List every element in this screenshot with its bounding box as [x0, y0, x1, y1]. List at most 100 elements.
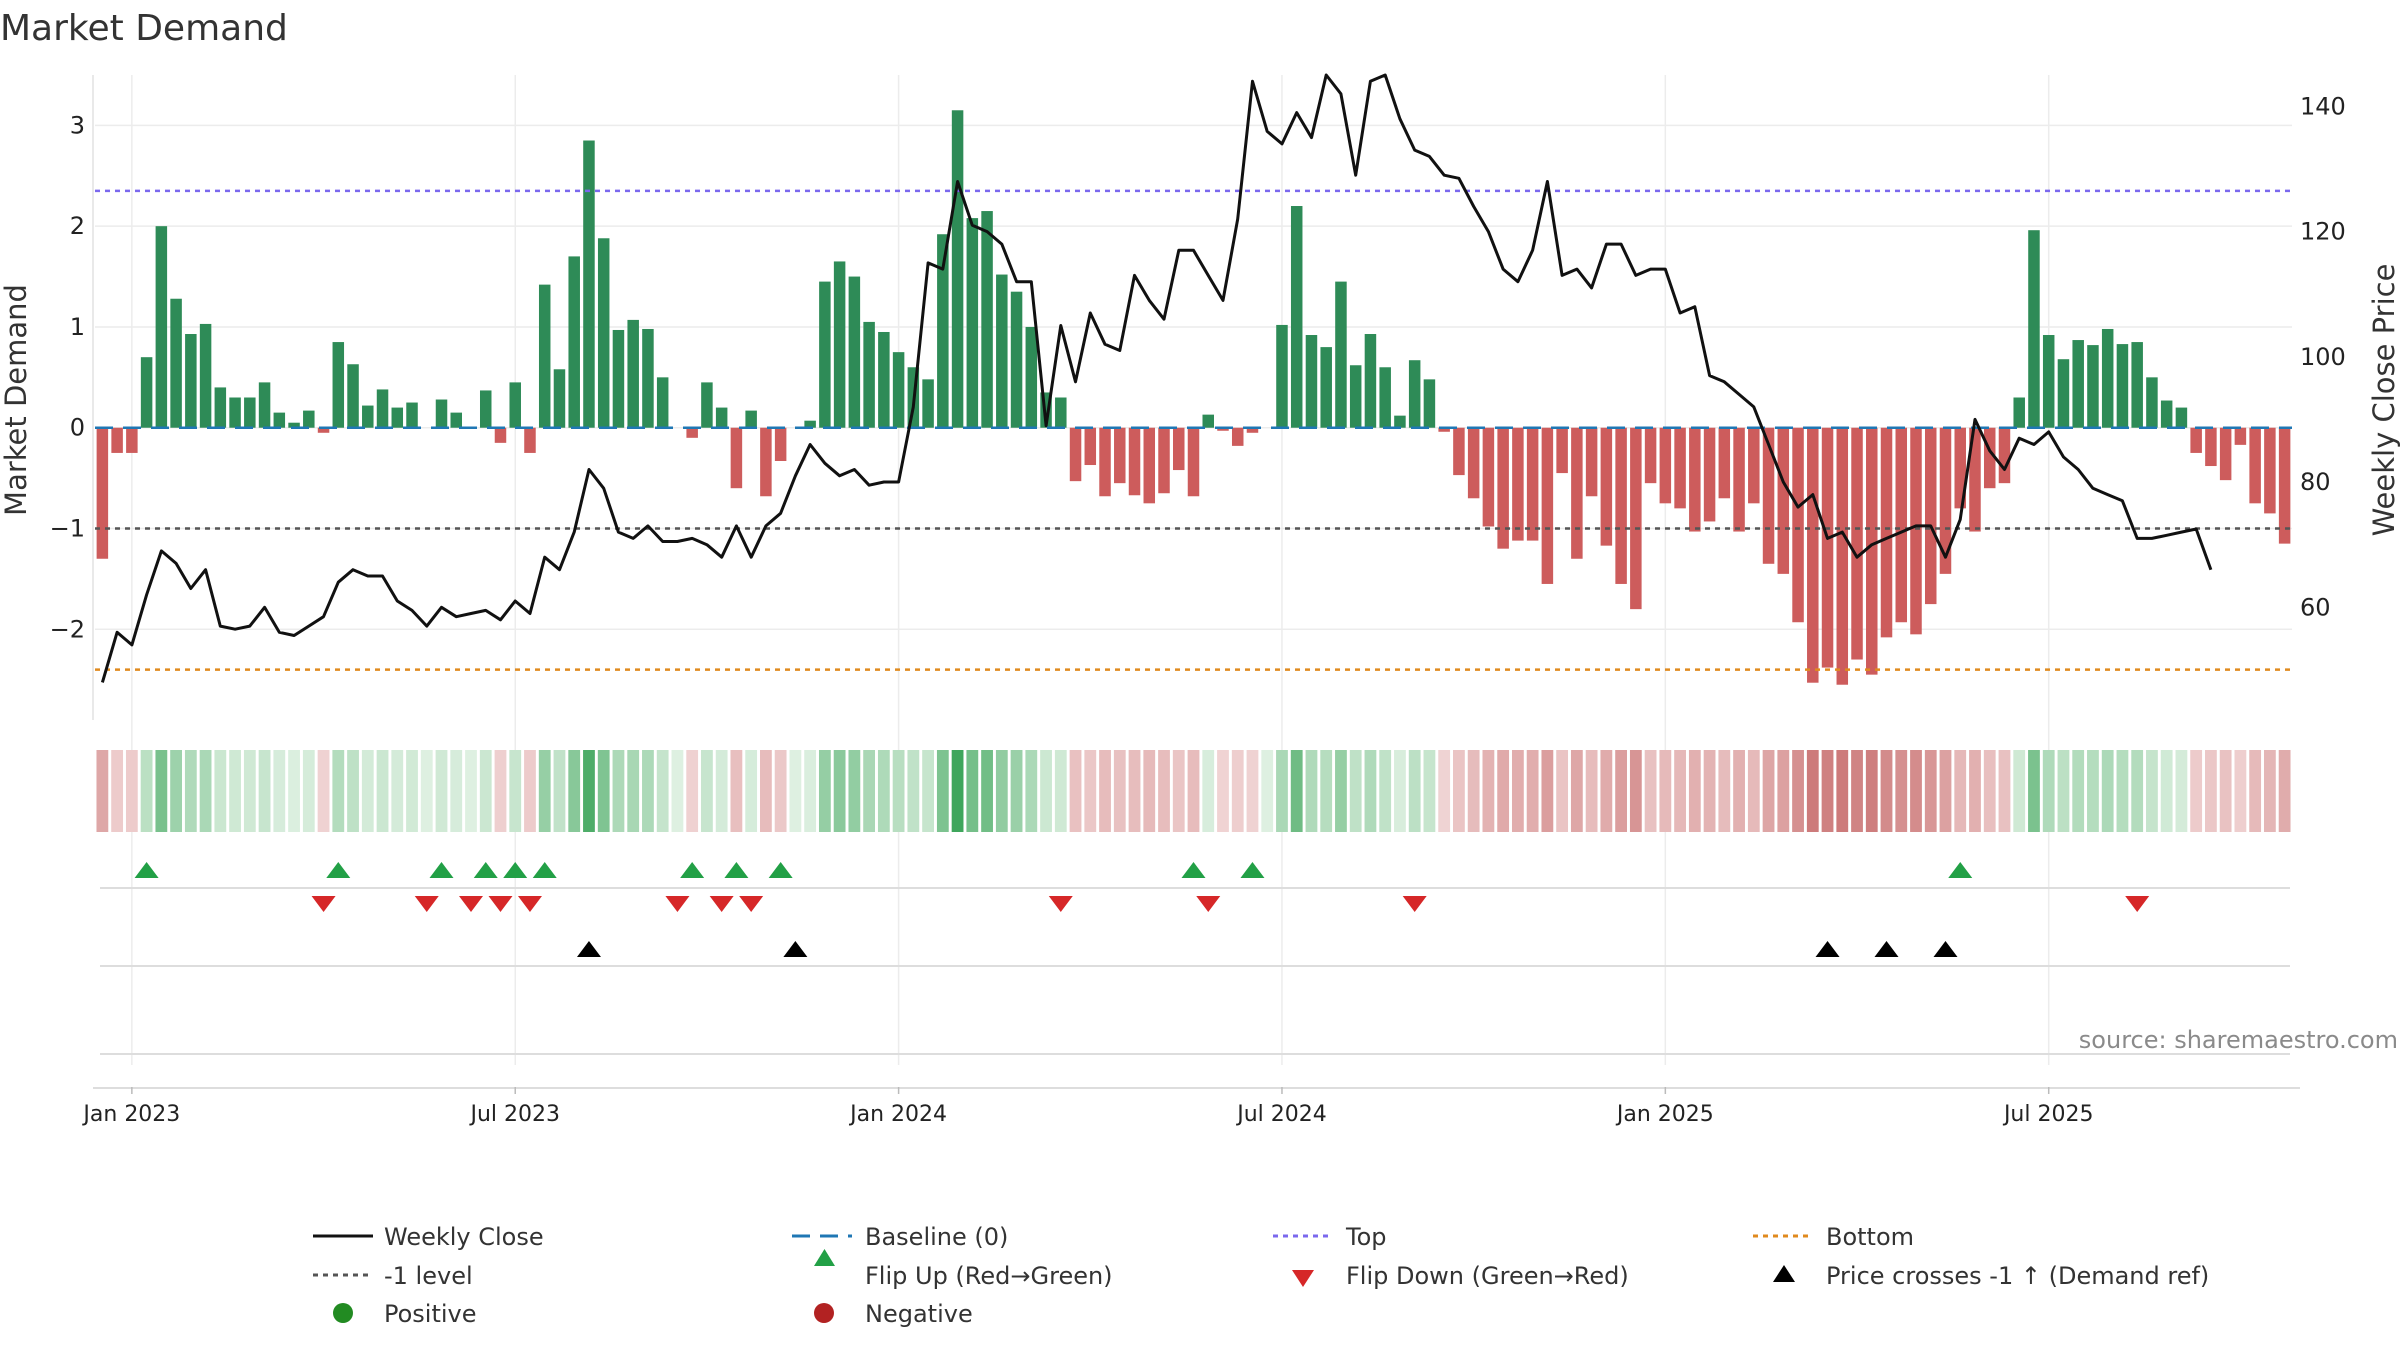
grid-lines — [95, 75, 2292, 1065]
demand-bar — [1408, 360, 1421, 428]
flip-up-marker — [1240, 862, 1265, 878]
demand-bar — [185, 334, 197, 428]
heat-cell — [2249, 750, 2262, 832]
demand-bar — [1910, 427, 1922, 635]
heat-cell — [1777, 750, 1790, 832]
demand-bar — [833, 261, 846, 428]
heat-cell — [184, 750, 197, 832]
heat-cell — [317, 750, 330, 832]
demand-bar — [966, 218, 979, 428]
demand-bar — [597, 238, 610, 428]
heat-cell — [1276, 750, 1288, 832]
heat-cell — [273, 750, 286, 832]
heat-cell — [671, 750, 684, 832]
demand-bar — [1969, 427, 1981, 532]
demand-bar — [1733, 427, 1745, 532]
flip-up-marker — [326, 862, 351, 878]
heat-cell — [2263, 750, 2276, 832]
demand-bar — [229, 397, 241, 428]
heat-cell — [1202, 750, 1215, 832]
heat-cell — [1747, 750, 1760, 832]
heat-cell — [1836, 750, 1849, 832]
flip-up-marker — [532, 862, 557, 878]
demand-bar — [1585, 427, 1598, 497]
flip-down-marker — [311, 896, 336, 912]
heat-cell — [1556, 750, 1569, 832]
demand-bar — [1231, 427, 1244, 446]
demand-bar — [1762, 427, 1775, 564]
heat-cell — [435, 750, 448, 832]
heat-cell — [1010, 750, 1023, 832]
demand-bar — [96, 427, 109, 559]
heat-cell — [1305, 750, 1318, 832]
heat-cell — [656, 750, 669, 832]
price-cross-marker — [576, 941, 601, 957]
legend-positive: Positive — [333, 1300, 477, 1328]
demand-bar — [199, 323, 212, 428]
heat-cell — [1718, 750, 1731, 832]
heat-cell — [1099, 750, 1111, 832]
demand-bar — [1453, 427, 1465, 476]
heat-cell — [1231, 750, 1244, 832]
demand-bar — [524, 427, 536, 453]
x-tick-label: Jan 2025 — [1615, 1102, 1714, 1127]
flip-down-marker — [458, 896, 483, 912]
flip-down-marker — [517, 896, 542, 912]
demand-bar — [1305, 335, 1318, 428]
demand-bar — [111, 427, 123, 453]
demand-bar — [2072, 340, 2084, 428]
demand-bar — [863, 321, 875, 428]
demand-bar — [347, 364, 359, 428]
heat-cell — [907, 750, 920, 832]
heat-cell — [981, 750, 993, 832]
left-tick-label: −2 — [50, 615, 85, 643]
source-label: source: sharemaestro.com — [2079, 1026, 2398, 1054]
heat-cell — [715, 750, 728, 832]
x-tick-label: Jan 2024 — [848, 1102, 947, 1127]
demand-bar — [1939, 427, 1952, 574]
demand-bar — [2116, 344, 2129, 428]
demand-bar — [2249, 427, 2261, 504]
demand-bar — [1084, 427, 1097, 466]
heat-cell — [1939, 750, 1952, 832]
demand-bar — [1777, 427, 1790, 574]
demand-bar — [1290, 206, 1303, 428]
legend-flip-up: Flip Up (Red→Green) — [814, 1249, 1113, 1290]
flip-up-marker — [503, 862, 528, 878]
heat-cell — [332, 750, 345, 832]
demand-bar — [922, 379, 934, 428]
demand-bar — [1526, 427, 1539, 541]
demand-bar — [1320, 347, 1332, 428]
legend-negative: Negative — [814, 1300, 973, 1328]
heat-cell — [789, 750, 802, 832]
flip-down-marker — [1196, 896, 1221, 912]
heat-cell — [1983, 750, 1996, 832]
demand-bar — [804, 420, 816, 428]
demand-bar — [1467, 427, 1480, 499]
demand-bar — [1099, 427, 1111, 497]
demand-bar — [376, 389, 389, 428]
right-tick-label: 100 — [2300, 343, 2346, 371]
demand-heat-strip — [96, 750, 2291, 832]
heat-cell — [1526, 750, 1539, 832]
flip-up-marker — [473, 862, 498, 878]
heat-cell — [759, 750, 772, 832]
heat-cell — [214, 750, 227, 832]
heat-cell — [2057, 750, 2070, 832]
heat-cell — [1040, 750, 1052, 832]
heat-cell — [1349, 750, 1362, 832]
legend-minus-one: -1 level — [313, 1262, 473, 1290]
demand-bar — [258, 382, 271, 428]
heat-cell — [199, 750, 212, 832]
heat-cell — [2219, 750, 2232, 832]
heat-cell — [1762, 750, 1775, 832]
heat-cell — [1113, 750, 1126, 832]
right-axis-label: Weekly Close Price — [2367, 264, 2400, 537]
demand-bar — [1379, 367, 1391, 428]
heat-cell — [1541, 750, 1554, 832]
right-tick-label: 140 — [2300, 92, 2346, 120]
demand-bar — [450, 412, 463, 428]
demand-bar — [1335, 281, 1347, 428]
demand-bar — [1895, 427, 1908, 623]
heat-cell — [2087, 750, 2099, 832]
